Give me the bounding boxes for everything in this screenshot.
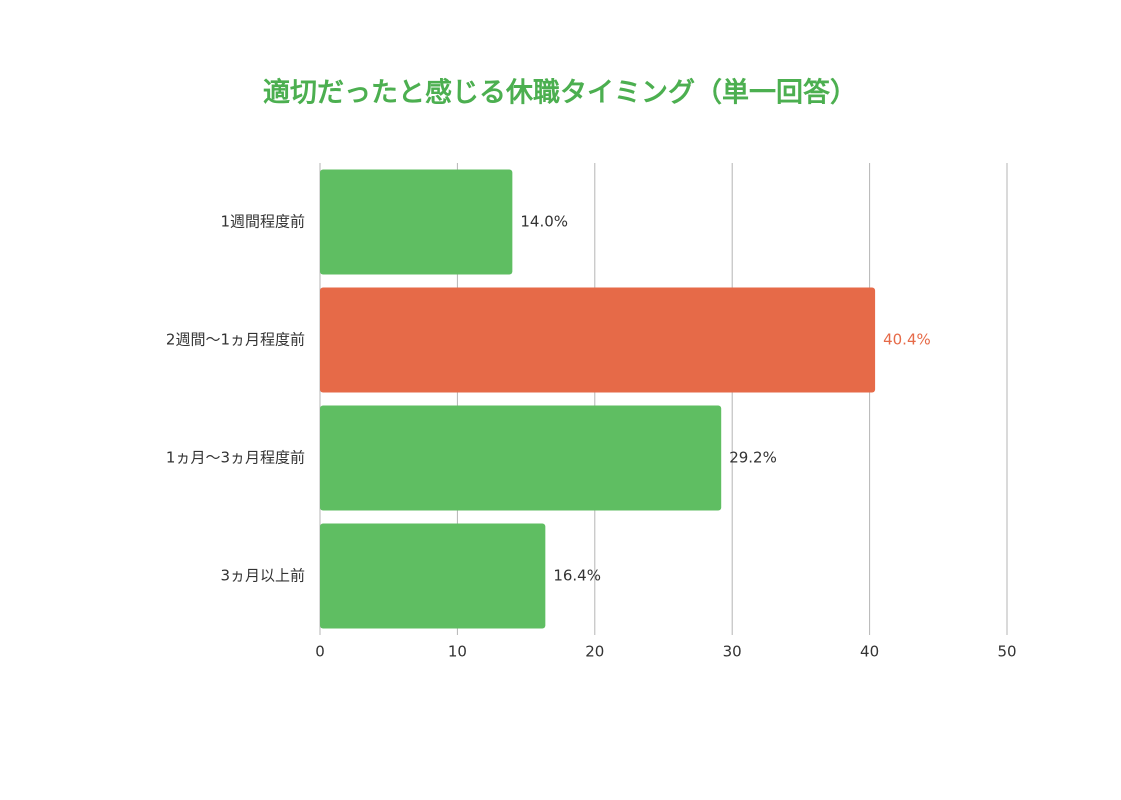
chart-title: 適切だったと感じる休職タイミング（単一回答） <box>263 77 857 109</box>
value-label: 29.2% <box>729 449 777 467</box>
bar <box>320 287 876 393</box>
bar <box>320 405 722 511</box>
bar <box>320 523 546 629</box>
bar <box>320 169 513 275</box>
y-tick-label: 3ヵ月以上前 <box>220 567 305 585</box>
y-tick-label: 2週間〜1ヵ月程度前 <box>166 331 305 349</box>
y-tick-label: 1ヵ月〜3ヵ月程度前 <box>166 449 305 467</box>
y-tick-label: 1週間程度前 <box>220 213 305 231</box>
x-tick-label: 40 <box>860 643 879 661</box>
value-label: 16.4% <box>553 567 601 585</box>
x-tick-label: 10 <box>448 643 467 661</box>
value-label: 40.4% <box>883 331 931 349</box>
x-tick-label: 20 <box>585 643 604 661</box>
x-tick-label: 30 <box>723 643 742 661</box>
value-label: 14.0% <box>520 213 568 231</box>
x-tick-label: 0 <box>315 643 325 661</box>
x-tick-label: 50 <box>997 643 1016 661</box>
